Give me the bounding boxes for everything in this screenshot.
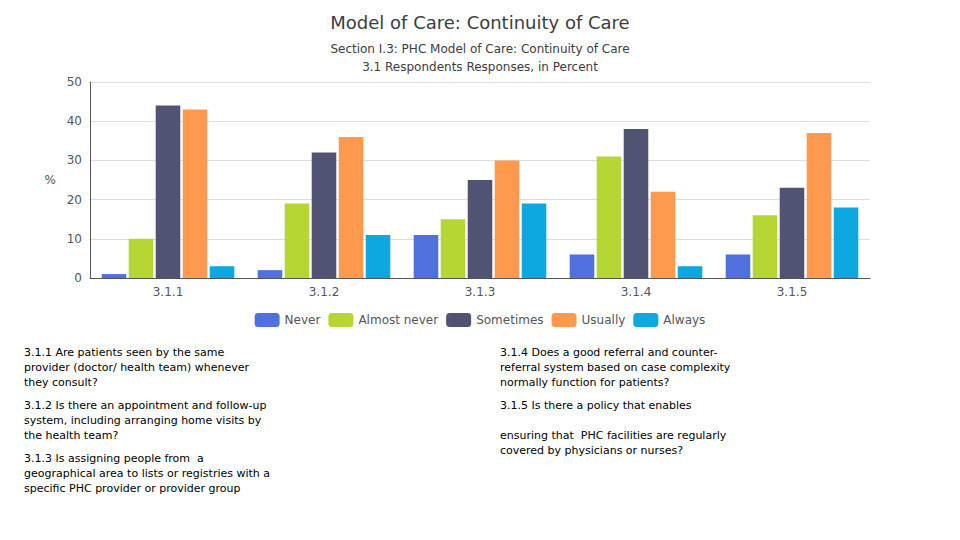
svg-text:30: 30 [67, 153, 82, 167]
svg-text:3.1.1: 3.1.1 [153, 285, 184, 299]
svg-text:provider (doctor/ health team): provider (doctor/ health team) whenever [24, 361, 250, 374]
svg-text:Section I.3: PHC Model of Care: Section I.3: PHC Model of Care: Continui… [330, 42, 629, 56]
svg-text:covered by physicians or nurse: covered by physicians or nurses? [500, 444, 683, 457]
svg-text:3.1.5 Is there a policy that e: 3.1.5 Is there a policy that enables [500, 399, 692, 412]
svg-text:0: 0 [74, 271, 82, 285]
svg-text:they consult?: they consult? [24, 376, 98, 389]
svg-text:Almost never: Almost never [358, 313, 438, 327]
svg-text:40: 40 [67, 114, 82, 128]
svg-text:Model of Care: Continuity of C: Model of Care: Continuity of Care [330, 12, 629, 33]
svg-text:specific PHC provider or provi: specific PHC provider or provider group [24, 482, 241, 495]
svg-text:system, including arranging ho: system, including arranging home visits … [24, 414, 262, 427]
svg-text:Never: Never [285, 313, 321, 327]
svg-text:3.1.3 Is assigning people from: 3.1.3 Is assigning people from a [24, 452, 204, 465]
svg-text:50: 50 [67, 75, 82, 89]
svg-text:ensuring that PHC facilities: ensuring that PHC facilities are regular… [500, 429, 727, 442]
svg-text:the health team?: the health team? [24, 429, 118, 442]
svg-text:3.1.4 Does a good referral and: 3.1.4 Does a good referral and counter- [500, 346, 717, 359]
svg-text:Always: Always [663, 313, 705, 327]
svg-text:3.1.3: 3.1.3 [465, 285, 496, 299]
svg-text:Usually: Usually [582, 313, 626, 327]
svg-text:normally function for patients: normally function for patients? [500, 376, 670, 389]
svg-text:3.1.5: 3.1.5 [777, 285, 808, 299]
svg-text:3.1 Respondents Responses, in: 3.1 Respondents Responses, in Percent [362, 60, 598, 74]
svg-text:3.1.4: 3.1.4 [621, 285, 652, 299]
svg-text:3.1.1 Are patients seen by the: 3.1.1 Are patients seen by the same [24, 346, 224, 359]
svg-text:referral system based on case: referral system based on case complexity [500, 361, 731, 374]
svg-text:3.1.2: 3.1.2 [309, 285, 340, 299]
svg-text:%: % [45, 173, 56, 187]
svg-text:geographical area to lists or: geographical area to lists or registries… [24, 467, 270, 480]
svg-text:10: 10 [67, 232, 82, 246]
svg-text:3.1.2 Is there an appointment: 3.1.2 Is there an appointment and follow… [24, 399, 266, 412]
svg-text:Sometimes: Sometimes [476, 313, 543, 327]
svg-text:20: 20 [67, 193, 82, 207]
